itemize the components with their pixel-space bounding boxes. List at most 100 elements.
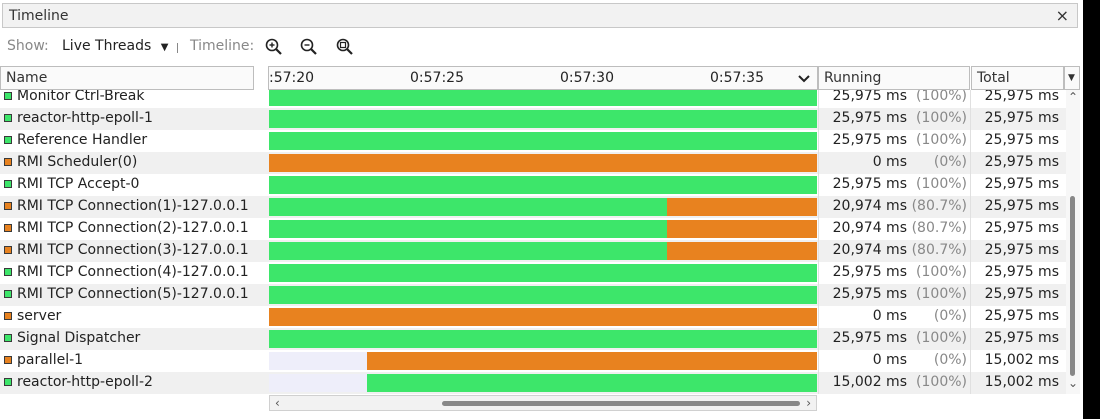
table-row[interactable]: RMI TCP Connection(3)-127.0.0.1 20,974 ms… bbox=[0, 240, 1066, 262]
running-time: 0 ms bbox=[872, 352, 907, 368]
chevron-down-icon: ▼ bbox=[1068, 73, 1075, 83]
timeline-running-segment bbox=[269, 110, 817, 128]
column-header-name[interactable]: Name bbox=[0, 66, 254, 90]
table-row[interactable]: Monitor Ctrl-Break 25,975 ms (100%) 25,975 … bbox=[0, 90, 1066, 108]
timeline-tick: 0:57:25 bbox=[410, 70, 464, 86]
timeline-tick: 0:57:30 bbox=[560, 70, 614, 86]
horizontal-scroll-thumb[interactable] bbox=[442, 401, 800, 406]
thread-name: server bbox=[17, 308, 62, 324]
scroll-down-icon[interactable]: ⌄ bbox=[1068, 376, 1079, 390]
window-edge bbox=[1083, 0, 1100, 419]
timeline-waiting-segment bbox=[667, 242, 817, 260]
chevron-down-icon: ▼ bbox=[160, 42, 169, 53]
running-percent: (100%) bbox=[916, 110, 967, 126]
chevron-down-icon[interactable] bbox=[798, 74, 810, 84]
close-icon[interactable]: × bbox=[1055, 6, 1069, 25]
column-menu-button[interactable]: ▼ bbox=[1064, 66, 1080, 90]
show-dropdown-value: Live Threads bbox=[62, 38, 152, 54]
table-row[interactable]: RMI TCP Connection(2)-127.0.0.1 20,974 ms… bbox=[0, 218, 1066, 240]
table-row[interactable]: RMI TCP Connection(4)-127.0.0.1 25,975 ms… bbox=[0, 262, 1066, 284]
thread-state-icon bbox=[4, 356, 12, 364]
zoom-fit-icon[interactable] bbox=[335, 37, 355, 57]
thread-state-icon bbox=[4, 290, 12, 298]
table-row[interactable]: RMI TCP Connection(5)-127.0.0.1 25,975 ms… bbox=[0, 284, 1066, 306]
running-percent: (80.7%) bbox=[911, 242, 967, 258]
thread-state-icon bbox=[4, 268, 12, 276]
thread-state-icon bbox=[4, 224, 12, 232]
thread-timeline bbox=[269, 110, 817, 128]
zoom-out-icon[interactable] bbox=[299, 37, 319, 57]
column-header-timeline[interactable]: :57:20 0:57:25 0:57:30 0:57:35 bbox=[268, 66, 818, 90]
timeline-running-segment bbox=[269, 176, 817, 194]
thread-timeline bbox=[269, 242, 817, 260]
table-row[interactable]: RMI Scheduler(0) 0 ms (0%) 25,975 ms bbox=[0, 152, 1066, 174]
column-header-total[interactable]: Total bbox=[971, 66, 1064, 90]
timeline-running-segment bbox=[269, 264, 817, 282]
thread-name: parallel-1 bbox=[17, 352, 84, 368]
timeline-running-segment bbox=[269, 330, 817, 348]
thread-name: RMI Scheduler(0) bbox=[17, 154, 138, 170]
thread-name: RMI TCP Connection(3)-127.0.0.1 bbox=[17, 242, 249, 258]
thread-table-body: Monitor Ctrl-Break 25,975 ms (100%) 25,975 … bbox=[0, 90, 1066, 394]
running-time: 20,974 ms bbox=[832, 198, 907, 214]
running-percent: (100%) bbox=[916, 176, 967, 192]
timeline-tick: :57:20 bbox=[269, 70, 315, 86]
running-time: 25,975 ms bbox=[832, 264, 907, 280]
thread-timeline bbox=[269, 330, 817, 348]
vertical-scroll-thumb[interactable] bbox=[1070, 196, 1075, 376]
thread-state-icon bbox=[4, 378, 12, 386]
table-row[interactable]: reactor-http-epoll-1 25,975 ms (100%) 25,97… bbox=[0, 108, 1066, 130]
running-time: 25,975 ms bbox=[832, 176, 907, 192]
total-time: 15,002 ms bbox=[984, 352, 1059, 368]
timeline-running-segment bbox=[269, 220, 667, 238]
total-time: 25,975 ms bbox=[984, 264, 1059, 280]
scroll-up-icon[interactable]: ⌃ bbox=[1068, 90, 1079, 104]
timeline-running-segment bbox=[269, 242, 667, 260]
show-dropdown[interactable]: Live Threads ▼ bbox=[62, 38, 168, 54]
table-row[interactable]: RMI TCP Accept-0 25,975 ms (100%) 25,975 ms bbox=[0, 174, 1066, 196]
column-header-running[interactable]: Running bbox=[818, 66, 970, 90]
table-row[interactable]: parallel-1 0 ms (0%) 15,002 ms bbox=[0, 350, 1066, 372]
thread-name: Monitor Ctrl-Break bbox=[17, 90, 145, 104]
table-row[interactable]: Signal Dispatcher 25,975 ms (100%) 25,975 m… bbox=[0, 328, 1066, 350]
running-time: 20,974 ms bbox=[832, 220, 907, 236]
table-row[interactable]: RMI TCP Connection(1)-127.0.0.1 20,974 ms… bbox=[0, 196, 1066, 218]
thread-state-icon bbox=[4, 136, 12, 144]
thread-name: RMI TCP Connection(2)-127.0.0.1 bbox=[17, 220, 249, 236]
thread-name: reactor-http-epoll-1 bbox=[17, 110, 153, 126]
scroll-right-icon[interactable]: › bbox=[806, 396, 811, 410]
thread-timeline bbox=[269, 352, 817, 370]
total-time: 25,975 ms bbox=[984, 176, 1059, 192]
table-row[interactable]: reactor-http-epoll-2 15,002 ms (100%) 15,00… bbox=[0, 372, 1066, 394]
running-time: 0 ms bbox=[872, 308, 907, 324]
thread-timeline bbox=[269, 220, 817, 238]
thread-state-icon bbox=[4, 334, 12, 342]
thread-name: RMI TCP Accept-0 bbox=[17, 176, 140, 192]
thread-timeline bbox=[269, 286, 817, 304]
running-time: 25,975 ms bbox=[832, 90, 907, 104]
vertical-scrollbar[interactable]: ⌃ ⌄ bbox=[1066, 90, 1080, 394]
total-time: 15,002 ms bbox=[984, 374, 1059, 390]
running-percent: (100%) bbox=[916, 90, 967, 104]
running-time: 25,975 ms bbox=[832, 110, 907, 126]
thread-state-icon bbox=[4, 246, 12, 254]
toolbar: Show: Live Threads ▼ Timeline: bbox=[0, 34, 1083, 60]
thread-name: RMI TCP Connection(4)-127.0.0.1 bbox=[17, 264, 249, 280]
table-row[interactable]: Reference Handler 25,975 ms (100%) 25,975 m… bbox=[0, 130, 1066, 152]
total-time: 25,975 ms bbox=[984, 330, 1059, 346]
scroll-left-icon[interactable]: ‹ bbox=[275, 396, 280, 410]
thread-state-icon bbox=[4, 114, 12, 122]
zoom-in-icon[interactable] bbox=[264, 37, 284, 57]
thread-state-icon bbox=[4, 180, 12, 188]
horizontal-scrollbar[interactable]: ‹ › bbox=[269, 395, 817, 411]
running-percent: (0%) bbox=[933, 154, 967, 170]
table-row[interactable]: server 0 ms (0%) 25,975 ms bbox=[0, 306, 1066, 328]
thread-state-icon bbox=[4, 92, 12, 100]
timeline-waiting-segment bbox=[667, 198, 817, 216]
running-time: 25,975 ms bbox=[832, 330, 907, 346]
thread-timeline bbox=[269, 374, 817, 392]
column-divider bbox=[970, 90, 971, 394]
thread-timeline bbox=[269, 154, 817, 172]
panel-titlebar: Timeline × bbox=[2, 3, 1078, 28]
